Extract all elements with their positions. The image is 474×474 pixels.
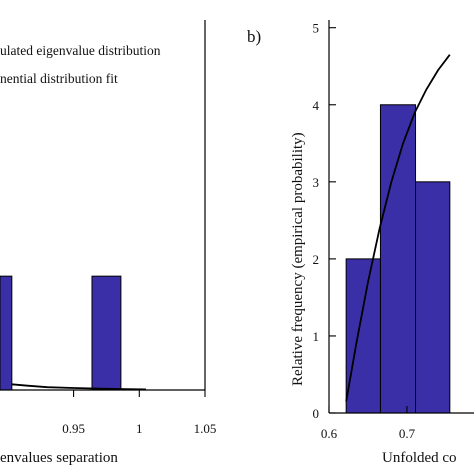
panel-b-y-tick-label: 4: [313, 98, 320, 113]
panel-b-bar-3: [415, 181, 451, 414]
panel-b-y-axis-title: Relative frequency (empirical probabilit…: [290, 132, 306, 386]
panel-b-y-tick-label: 5: [313, 21, 320, 36]
panel-a-bars: [0, 275, 122, 391]
panel-b-y-tick-label: 2: [313, 252, 320, 267]
panel-b-x-ticks: 0.6 0.7: [321, 406, 416, 441]
panel-b-y-tick-label: 3: [313, 175, 320, 190]
panel-a-fit-curve: [11, 383, 146, 391]
panel-a: 0.95 1 1.05 envalues separation ulated eig…: [0, 20, 216, 466]
panel-b-bar-2: [379, 104, 417, 414]
panel-b-bars: [345, 104, 451, 414]
panel-b-x-tick-label: 0.6: [321, 426, 338, 441]
panel-b-y-tick-label: 0: [313, 406, 320, 421]
panel-a-bar-2: [91, 275, 122, 391]
panel-b-y-tick-label: 1: [313, 329, 320, 344]
panel-a-legend-entry-1: ulated eigenvalue distribution: [0, 43, 161, 58]
panel-b-x-tick-label: 0.7: [399, 426, 416, 441]
panel-b-fit-curve: [345, 54, 451, 402]
panel-a-x-axis-title: envalues separation: [0, 450, 118, 466]
panel-a-x-tick-label: 0.95: [62, 421, 85, 436]
panel-a-bar-1: [0, 275, 13, 391]
panel-a-legend-entry-2: nential distribution fit: [0, 71, 118, 86]
panel-b-x-axis-title: Unfolded co: [382, 450, 457, 466]
panel-a-x-tick-label: 1: [136, 421, 143, 436]
panel-b-bar-1: [345, 258, 381, 414]
panel-b-label: b): [247, 27, 261, 46]
panel-b: b) 0 1 2 3 4 5 0.6 0.7 Relative frequency (emp…: [247, 20, 474, 466]
panel-a-x-tick-label: 1.05: [194, 421, 217, 436]
panel-b-y-ticks: 0 1 2 3 4 5: [313, 21, 336, 421]
panel-a-x-ticks: 0.95 1 1.05: [62, 390, 216, 436]
